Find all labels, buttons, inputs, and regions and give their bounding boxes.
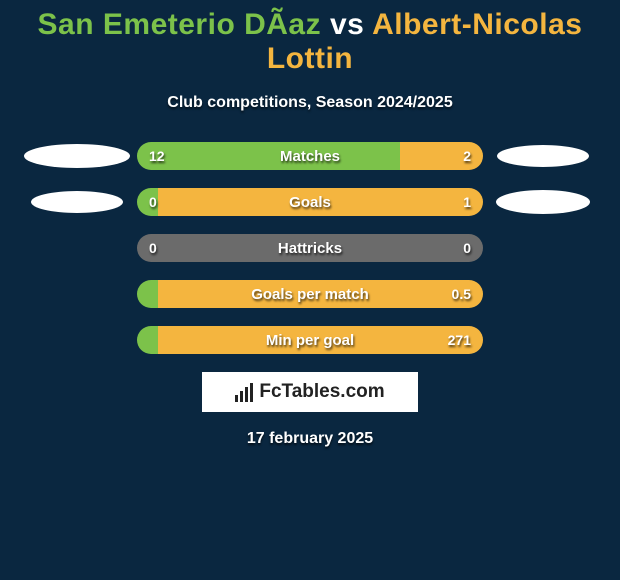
stat-bar-left: [137, 234, 483, 262]
stat-bar: Matches122: [137, 142, 483, 170]
logo-slot-right: [483, 145, 603, 167]
stat-bar-left: [137, 188, 158, 216]
chart-icon-bar: [235, 395, 238, 402]
stat-row: Goals per match0.5: [0, 280, 620, 308]
stat-bar: Goals01: [137, 188, 483, 216]
stat-bar-right: [400, 142, 483, 170]
subtitle: Club competitions, Season 2024/2025: [0, 94, 620, 112]
chart-icon-bar: [250, 383, 253, 402]
logo-slot-left: [17, 144, 137, 168]
stat-rows: Matches122 Goals01 Hattricks00 Goals per ma…: [0, 142, 620, 354]
stat-bar-right: [158, 326, 483, 354]
stat-bar-right: [158, 280, 483, 308]
brand-badge[interactable]: FcTables.com: [202, 372, 418, 412]
chart-icon-bar: [245, 387, 248, 402]
club-logo-left: [31, 191, 123, 213]
stat-bar: Min per goal271: [137, 326, 483, 354]
page-title: San Emeterio DÃ­az vs Albert-Nicolas Lot…: [0, 0, 620, 76]
club-logo-left: [24, 144, 130, 168]
stat-bar-left: [137, 142, 400, 170]
stat-bar-left: [137, 280, 158, 308]
stat-bar: Hattricks00: [137, 234, 483, 262]
logo-slot-right: [483, 190, 603, 214]
stat-row: Hattricks00: [0, 234, 620, 262]
stat-bar: Goals per match0.5: [137, 280, 483, 308]
stat-row: Goals01: [0, 188, 620, 216]
stat-row: Matches122: [0, 142, 620, 170]
comparison-card: San Emeterio DÃ­az vs Albert-Nicolas Lot…: [0, 0, 620, 580]
club-logo-right: [496, 190, 590, 214]
logo-slot-left: [17, 191, 137, 213]
date-text: 17 february 2025: [0, 430, 620, 448]
stat-bar-left: [137, 326, 158, 354]
chart-icon-bar: [240, 391, 243, 402]
title-vs: vs: [330, 8, 372, 41]
stat-bar-right: [158, 188, 483, 216]
title-player-left: San Emeterio DÃ­az: [38, 8, 322, 41]
brand-text: FcTables.com: [259, 381, 384, 403]
chart-icon: [235, 382, 253, 402]
club-logo-right: [497, 145, 589, 167]
stat-row: Min per goal271: [0, 326, 620, 354]
